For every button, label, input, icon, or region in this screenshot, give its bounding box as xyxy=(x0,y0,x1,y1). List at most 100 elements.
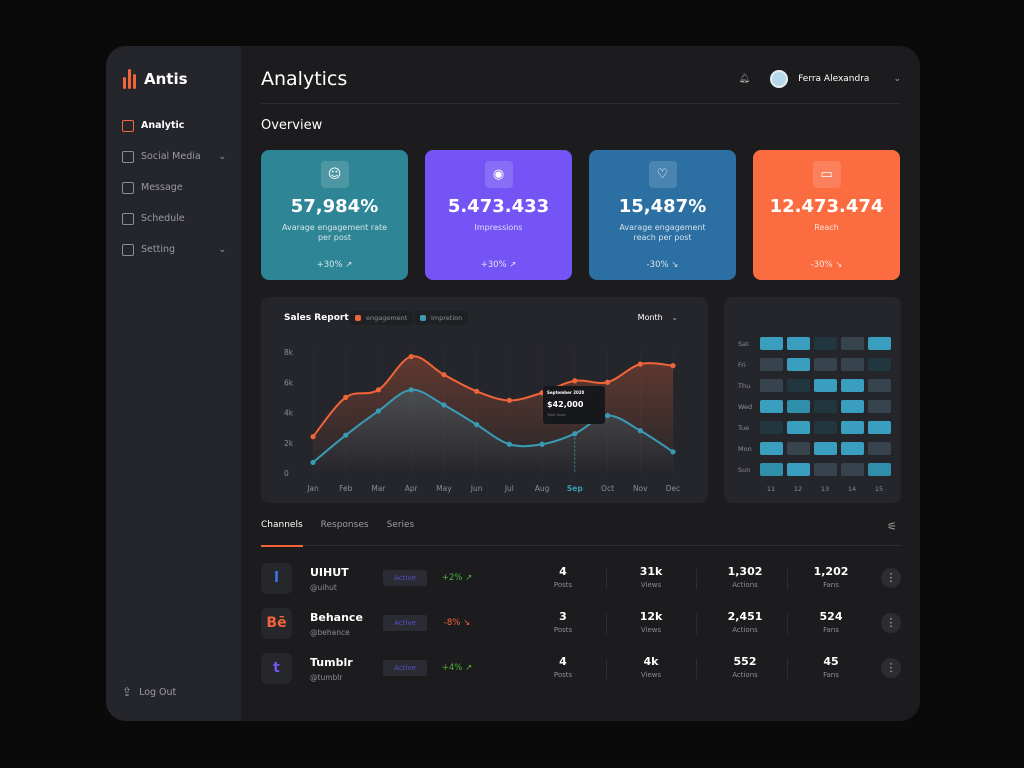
y-tick-label: 2k xyxy=(284,439,294,448)
x-tick-label: Jun xyxy=(470,484,483,493)
heatmap-cell[interactable] xyxy=(760,337,783,350)
more-options-button[interactable]: ⋮ xyxy=(881,568,901,588)
impretion-point[interactable] xyxy=(604,412,611,419)
impretion-point[interactable] xyxy=(506,441,512,447)
heatmap-cell[interactable] xyxy=(814,442,837,455)
engagement-point[interactable] xyxy=(310,434,316,440)
engagement-point[interactable] xyxy=(572,378,578,384)
filter-icon[interactable]: ⚟ xyxy=(887,520,897,533)
heatmap-cell[interactable] xyxy=(814,400,837,413)
heatmap-cell[interactable] xyxy=(787,463,810,476)
sidebar-item-message[interactable]: Message xyxy=(122,172,232,203)
channel-row[interactable]: t Tumblr @tumblr Active +4% ↗ 4 Posts 4k V… xyxy=(261,653,901,691)
engagement-point[interactable] xyxy=(474,388,480,394)
heatmap-cell[interactable] xyxy=(841,358,864,371)
sidebar-item-analytic[interactable]: Analytic xyxy=(122,110,232,141)
heatmap-cell[interactable] xyxy=(868,337,891,350)
legend-impretion[interactable]: impretion xyxy=(414,311,469,325)
heatmap-cell[interactable] xyxy=(814,337,837,350)
sidebar-item-setting[interactable]: Setting ⌄ xyxy=(122,234,232,265)
engagement-point[interactable] xyxy=(637,361,643,367)
heatmap-cell[interactable] xyxy=(841,421,864,434)
channel-handle: @behance xyxy=(310,628,350,637)
impretion-point[interactable] xyxy=(572,431,578,437)
channel-row[interactable]: Bē Behance @behance Active -8% ↘ 3 Posts … xyxy=(261,608,901,646)
period-value: Month xyxy=(637,313,663,322)
heatmap-cell[interactable] xyxy=(814,421,837,434)
views-value: 31k xyxy=(639,565,663,578)
heatmap-cell[interactable] xyxy=(841,463,864,476)
actions-label: Actions xyxy=(732,626,758,634)
logout-button[interactable]: ⇪ Log Out xyxy=(122,685,176,699)
heatmap-cell[interactable] xyxy=(760,400,783,413)
engagement-point[interactable] xyxy=(506,397,512,403)
heatmap-cell[interactable] xyxy=(760,421,783,434)
heatmap-cell[interactable] xyxy=(868,421,891,434)
heatmap-cell[interactable] xyxy=(760,442,783,455)
tab-series[interactable]: Series xyxy=(386,520,415,530)
stat-card[interactable]: ♡ 15,487% Avarage engagement reach per p… xyxy=(589,150,736,280)
tab-responses[interactable]: Responses xyxy=(320,520,369,530)
tab-channels[interactable]: Channels xyxy=(261,520,303,547)
impretion-point[interactable] xyxy=(670,449,676,455)
impretion-point[interactable] xyxy=(408,387,414,393)
heatmap-cell[interactable] xyxy=(760,379,783,392)
engagement-point[interactable] xyxy=(375,387,382,393)
heatmap-cell[interactable] xyxy=(868,442,891,455)
heatmap-cell[interactable] xyxy=(841,442,864,455)
sidebar-item-social-media[interactable]: Social Media ⌄ xyxy=(122,141,232,172)
heatmap-cell[interactable] xyxy=(760,358,783,371)
divider xyxy=(606,614,607,634)
heatmap-cell[interactable] xyxy=(787,337,810,350)
sidebar-item-schedule[interactable]: Schedule xyxy=(122,203,232,234)
change-value: -30% xyxy=(646,260,669,270)
impretion-point[interactable] xyxy=(637,428,643,434)
heatmap-cell[interactable] xyxy=(868,379,891,392)
impretion-point[interactable] xyxy=(441,402,447,408)
heatmap-cell[interactable] xyxy=(787,442,810,455)
more-options-button[interactable]: ⋮ xyxy=(881,658,901,678)
heatmap-cell[interactable] xyxy=(841,400,864,413)
bell-icon[interactable]: 🔔︎ xyxy=(738,74,751,84)
channel-row[interactable]: l UIHUT @uihut Active +2% ↗ 4 Posts 31k Vi… xyxy=(261,563,901,601)
heatmap-cell[interactable] xyxy=(868,400,891,413)
sidebar-item-label: Message xyxy=(141,182,183,193)
heatmap-cell[interactable] xyxy=(814,463,837,476)
heatmap-cell[interactable] xyxy=(787,358,810,371)
heatmap-cell[interactable] xyxy=(814,379,837,392)
avatar[interactable] xyxy=(770,70,789,88)
more-options-button[interactable]: ⋮ xyxy=(881,613,901,633)
divider xyxy=(696,659,697,679)
stat-card[interactable]: ▭ 12.473.474 Reach -30% ↘ xyxy=(753,150,900,280)
heatmap-cell[interactable] xyxy=(868,358,891,371)
engagement-point[interactable] xyxy=(441,372,447,378)
heatmap-cell[interactable] xyxy=(841,379,864,392)
engagement-point[interactable] xyxy=(604,379,611,385)
heatmap-cell[interactable] xyxy=(814,358,837,371)
sidebar-nav: Analytic Social Media ⌄ Message Schedule Sett… xyxy=(122,110,232,265)
chevron-down-icon[interactable]: ⌄ xyxy=(218,244,226,255)
engagement-point[interactable] xyxy=(670,363,676,369)
impretion-point[interactable] xyxy=(343,432,349,438)
heatmap-cell[interactable] xyxy=(787,421,810,434)
engagement-point[interactable] xyxy=(408,353,414,360)
heatmap-cell[interactable] xyxy=(787,379,810,392)
chevron-down-icon[interactable]: ⌄ xyxy=(893,74,901,84)
stat-card[interactable]: ☺ 57,984% Avarage engagement rate per po… xyxy=(261,150,408,280)
impretion-point[interactable] xyxy=(474,422,480,428)
impretion-point[interactable] xyxy=(310,459,316,466)
impretion-point[interactable] xyxy=(539,441,545,447)
heatmap-cell[interactable] xyxy=(787,400,810,413)
period-select[interactable]: Month ⌄ xyxy=(638,313,678,322)
stat-card[interactable]: ◉ 5.473.433 Impressions +30% ↗ xyxy=(425,150,572,280)
engagement-point[interactable] xyxy=(343,394,349,400)
heatmap-cell[interactable] xyxy=(841,337,864,350)
heatmap-cell[interactable] xyxy=(760,463,783,476)
legend-engagement[interactable]: engagement xyxy=(349,311,414,325)
chevron-down-icon[interactable]: ⌄ xyxy=(218,151,226,162)
user-name[interactable]: Ferra Alexandra xyxy=(798,74,870,84)
impretion-point[interactable] xyxy=(375,408,382,414)
heatmap-cell[interactable] xyxy=(868,463,891,476)
stat-fans: 524 Fans xyxy=(791,610,871,634)
logo[interactable]: Antis xyxy=(123,69,188,89)
